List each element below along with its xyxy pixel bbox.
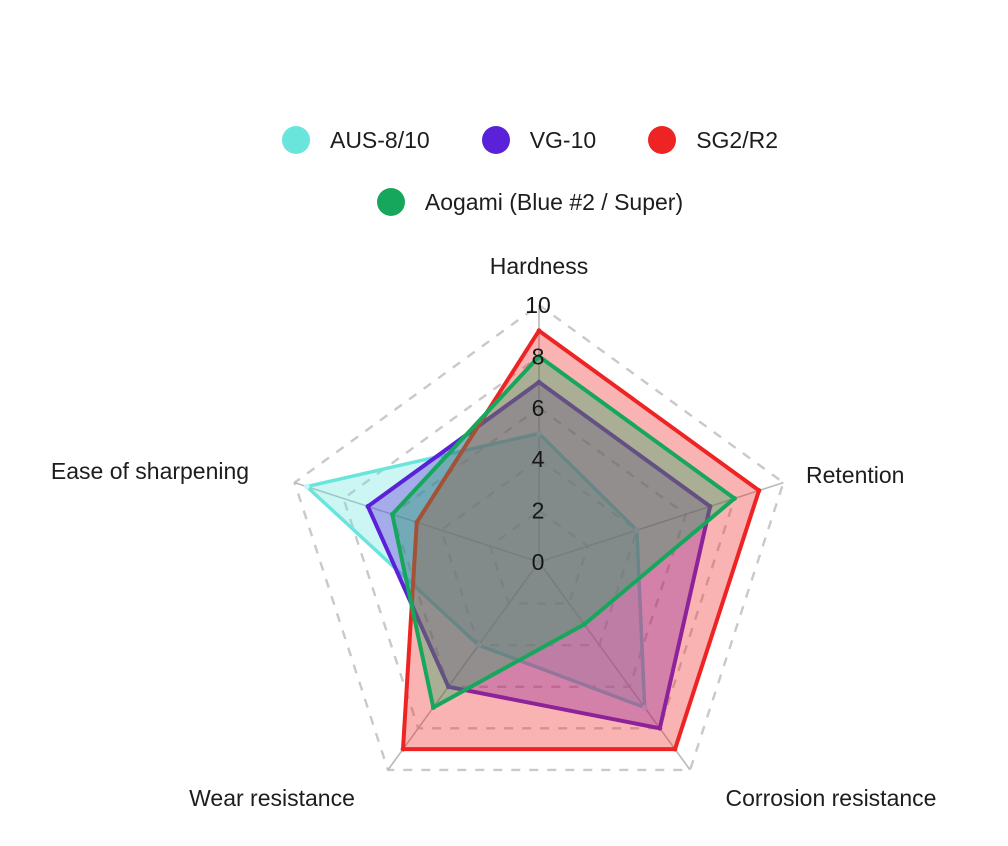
- legend-item-aus-8-10[interactable]: AUS-8/10: [281, 126, 430, 154]
- axis-label-retention: Retention: [806, 462, 904, 488]
- series-point: [581, 621, 587, 627]
- legend-item-aogami[interactable]: Aogami (Blue #2 / Super): [376, 188, 684, 216]
- series-point: [445, 684, 451, 690]
- series-point: [400, 746, 406, 752]
- axis-spoke: [538, 561, 691, 771]
- series-point: [657, 725, 663, 731]
- radial-tick-label: 2: [532, 498, 545, 524]
- axis-label-corrosion-resistance: Corrosion resistance: [726, 785, 937, 811]
- series-point: [707, 504, 713, 509]
- radial-tick-label: 10: [525, 292, 551, 318]
- radial-tick-label: 0: [532, 549, 545, 575]
- series-point: [475, 642, 482, 648]
- legend-dot-icon: [376, 188, 405, 216]
- legend-item-label: AUS-8/10: [329, 126, 430, 153]
- axis-spoke: [387, 561, 540, 771]
- axis-spoke: [538, 481, 784, 563]
- series-point: [303, 483, 310, 490]
- series-polygon-1: [365, 380, 713, 731]
- series-point: [641, 704, 648, 711]
- legend-item-label: SG2/R2: [696, 126, 779, 153]
- radial-tick-label: 6: [532, 395, 545, 421]
- series-point: [536, 328, 542, 334]
- legend-row-2: Aogami (Blue #2 / Super): [376, 188, 684, 216]
- series-polygon-3: [390, 354, 737, 710]
- grid-ring: [390, 406, 688, 688]
- series-point: [414, 519, 420, 525]
- radial-tick-label: 8: [532, 343, 545, 369]
- legend-item-label: Aogami (Blue #2 / Super): [424, 188, 684, 215]
- series-point: [536, 354, 542, 359]
- radial-tick-label: 4: [532, 446, 545, 472]
- series-point: [365, 504, 371, 509]
- legend-dot-icon: [481, 126, 510, 154]
- series-point: [732, 496, 737, 501]
- series-point: [430, 705, 436, 710]
- axis-label-wear-resistance: Wear resistance: [189, 785, 355, 811]
- legend-dot-icon: [281, 126, 310, 154]
- legend-item-sg2-r2[interactable]: SG2/R2: [648, 126, 778, 154]
- axis-label-ease-of-sharpening: Ease of sharpening: [51, 458, 249, 484]
- series-polygon-2: [401, 328, 761, 752]
- series-point: [536, 379, 542, 385]
- legend-item-vg-10[interactable]: VG-10: [481, 126, 597, 154]
- series-point: [672, 746, 678, 752]
- chart-legend: AUS-8/10 VG-10 SG2/R2 Aogami (Blue #2 / …: [26, 126, 1008, 216]
- legend-item-label: VG-10: [529, 126, 597, 153]
- series-point: [389, 511, 395, 517]
- series-point: [536, 430, 542, 437]
- series-point: [633, 527, 640, 534]
- axis-label-hardness: Hardness: [490, 253, 588, 279]
- grid-ring: [488, 509, 590, 605]
- legend-row-1: AUS-8/10 VG-10 SG2/R2: [281, 126, 778, 154]
- series-point: [756, 488, 762, 493]
- legend-dot-icon: [648, 126, 677, 154]
